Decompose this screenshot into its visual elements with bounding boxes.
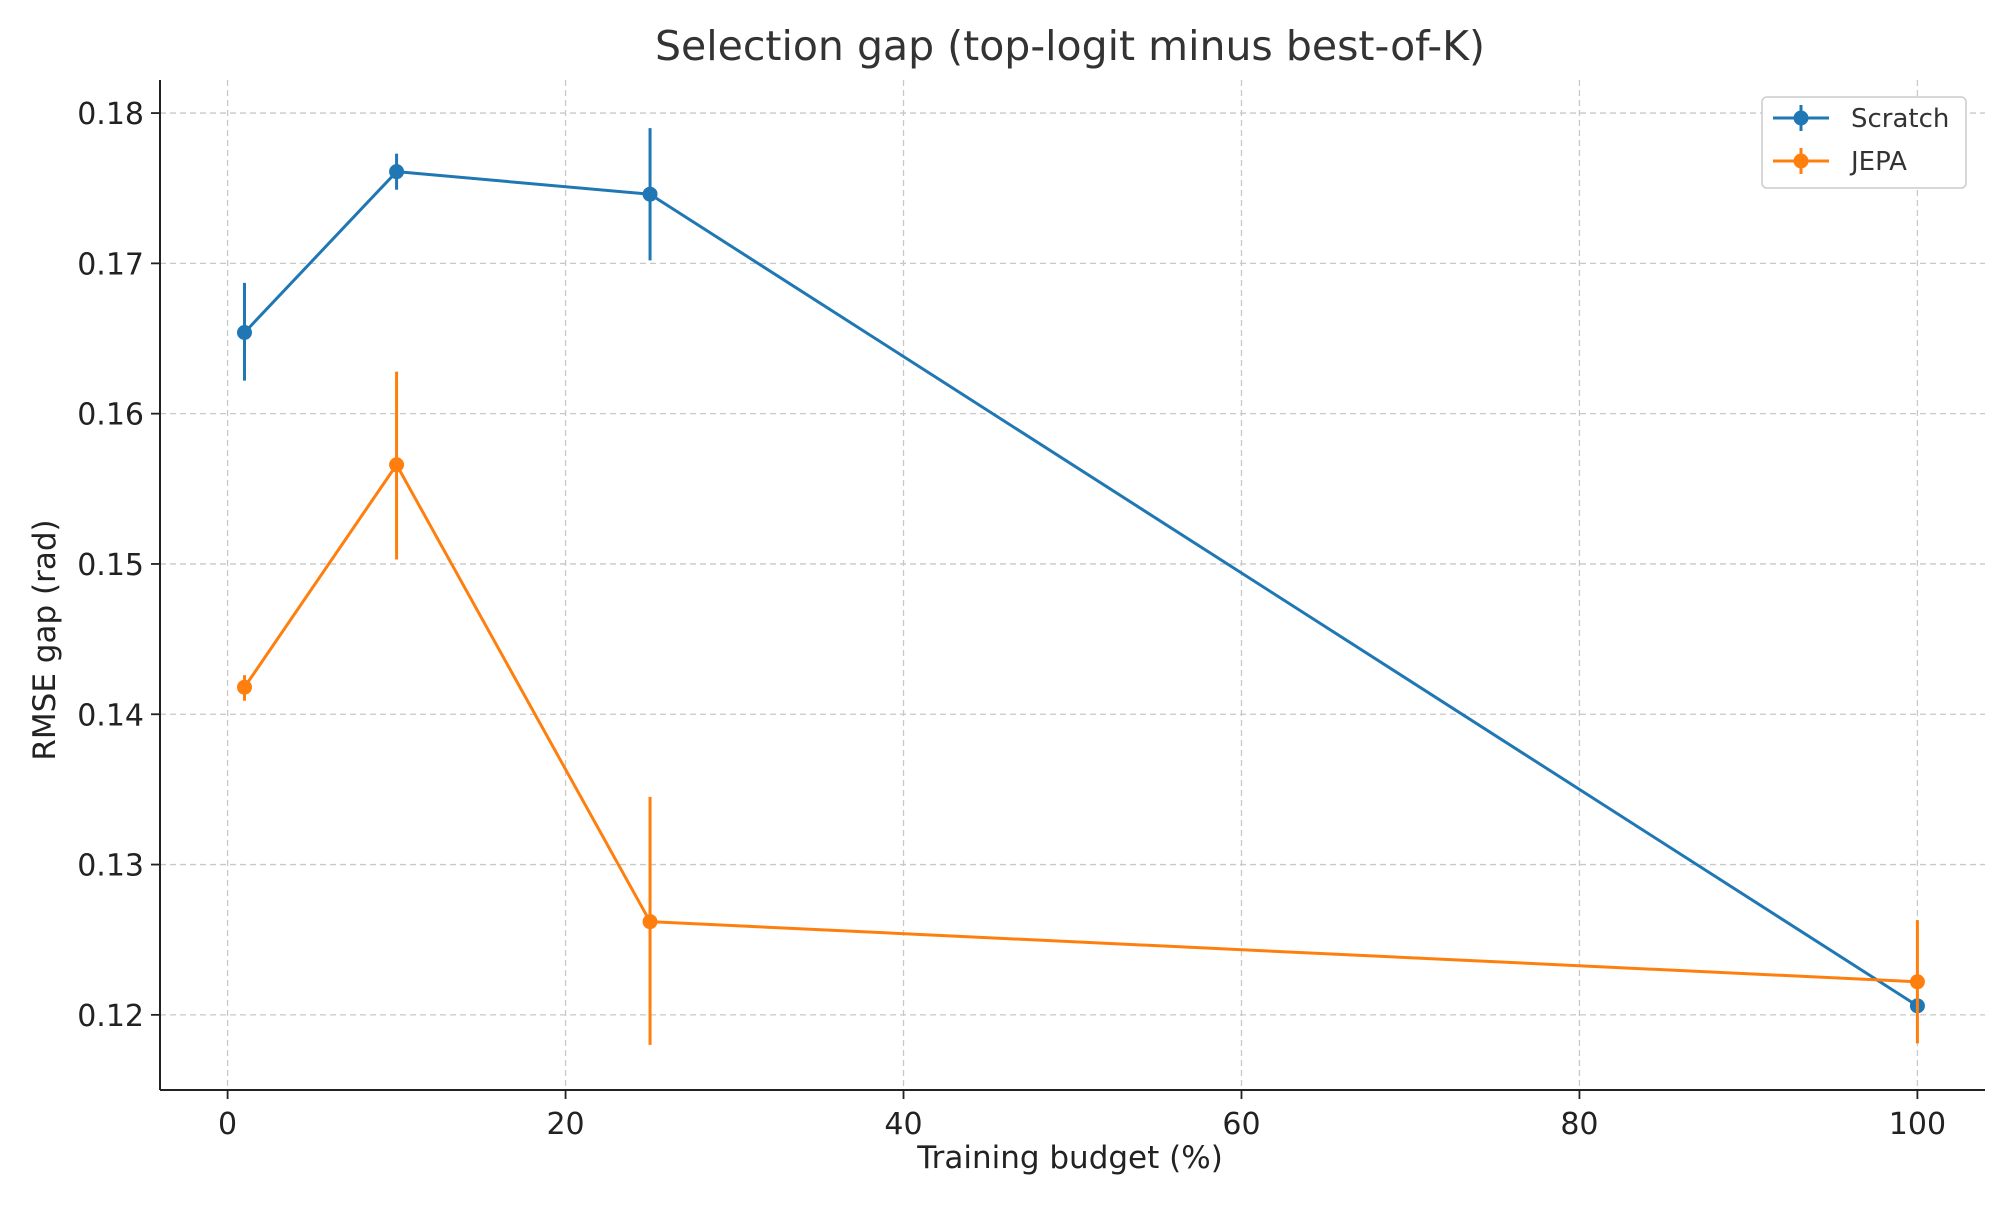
y-axis-ticks: 0.12 0.13 0.14 0.15 0.16 0.17 0.18 — [77, 97, 160, 1034]
data-point — [389, 164, 405, 180]
data-point — [236, 679, 252, 695]
y-tick-label: 0.16 — [77, 398, 144, 433]
y-tick-label: 0.13 — [77, 849, 144, 884]
y-tick-label: 0.15 — [77, 548, 144, 583]
series-line — [243, 463, 1918, 984]
x-tick-label: 20 — [546, 1107, 584, 1142]
series-line — [243, 170, 1919, 1008]
legend-marker — [1793, 153, 1809, 169]
data-point — [1909, 974, 1925, 990]
axes — [159, 80, 1985, 1091]
y-tick-label: 0.14 — [77, 698, 144, 733]
series-jepa — [236, 371, 1925, 1045]
data-point — [642, 914, 658, 930]
x-axis-ticks: 0 20 40 60 80 100 — [218, 1090, 1946, 1142]
legend: Scratch JEPA — [1761, 96, 1967, 189]
legend-frame — [1761, 96, 1967, 189]
legend-marker — [1793, 110, 1809, 126]
grid — [160, 80, 1985, 1090]
x-tick-label: 80 — [1560, 1107, 1598, 1142]
data-point — [389, 457, 405, 473]
legend-label: Scratch — [1851, 104, 1949, 134]
series-layer — [236, 128, 1925, 1045]
y-tick-label: 0.18 — [77, 97, 144, 132]
chart-title: Selection gap (top-logit minus best-of-K… — [655, 22, 1485, 70]
x-tick-label: 100 — [1889, 1107, 1946, 1142]
y-axis-label: RMSE gap (rad) — [27, 519, 63, 760]
y-tick-label: 0.17 — [77, 247, 144, 282]
series-scratch — [236, 128, 1925, 1014]
legend-label: JEPA — [1849, 147, 1907, 177]
x-axis-label: Training budget (%) — [916, 1140, 1223, 1176]
y-tick-label: 0.12 — [77, 999, 144, 1034]
x-tick-label: 40 — [884, 1107, 922, 1142]
x-tick-label: 60 — [1222, 1107, 1260, 1142]
data-point — [236, 325, 252, 340]
data-point — [642, 186, 658, 202]
x-tick-label: 0 — [218, 1107, 237, 1142]
